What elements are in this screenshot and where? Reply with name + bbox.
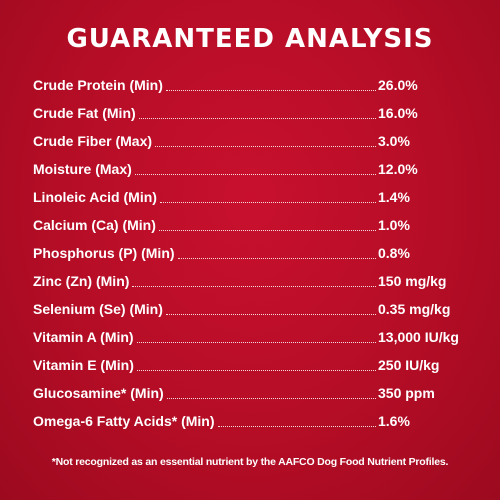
- nutrient-label: Vitamin E (Min): [33, 357, 134, 373]
- nutrient-row: Moisture (Max) 12.0%: [33, 150, 473, 178]
- nutrient-label: Phosphorus (P) (Min): [33, 245, 175, 261]
- dot-leader: [165, 314, 376, 315]
- nutrient-row: Phosphorus (P) (Min) 0.8%: [33, 234, 473, 262]
- nutrient-row: Calcium (Ca) (Min) 1.0%: [33, 206, 473, 234]
- nutrient-value: 26.0%: [378, 77, 418, 93]
- nutrient-label: Zinc (Zn) (Min): [33, 273, 130, 289]
- nutrient-label: Linoleic Acid (Min): [33, 189, 157, 205]
- dot-leader: [132, 286, 376, 287]
- dot-leader: [155, 146, 376, 147]
- nutrient-value: 250 IU/kg: [378, 357, 440, 373]
- nutrient-label: Crude Protein (Min): [33, 77, 163, 93]
- dot-leader: [138, 118, 376, 119]
- nutrient-value: 150 mg/kg: [378, 273, 447, 289]
- panel-title: GUARANTEED ANALYSIS: [66, 24, 434, 54]
- nutrient-value: 1.6%: [378, 413, 410, 429]
- nutrient-row: Crude Protein (Min) 26.0%: [33, 66, 473, 94]
- nutrient-list: Crude Protein (Min) 26.0% Crude Fat (Min…: [33, 66, 473, 430]
- nutrient-row: Vitamin A (Min) 13,000 IU/kg: [33, 318, 473, 346]
- nutrient-value: 350 ppm: [378, 385, 435, 401]
- dot-leader: [136, 342, 376, 343]
- dot-leader: [217, 426, 376, 427]
- nutrient-row: Selenium (Se) (Min) 0.35 mg/kg: [33, 290, 473, 318]
- nutrient-value: 13,000 IU/kg: [378, 329, 459, 345]
- nutrient-label: Omega-6 Fatty Acids* (Min): [33, 413, 215, 429]
- nutrient-label: Vitamin A (Min): [33, 329, 134, 345]
- nutrient-row: Crude Fat (Min) 16.0%: [33, 94, 473, 122]
- nutrient-label: Glucosamine* (Min): [33, 385, 164, 401]
- nutrient-row: Vitamin E (Min) 250 IU/kg: [33, 346, 473, 374]
- nutrient-value: 0.8%: [378, 245, 410, 261]
- nutrient-label: Selenium (Se) (Min): [33, 301, 163, 317]
- nutrient-value: 0.35 mg/kg: [378, 301, 451, 317]
- nutrient-row: Linoleic Acid (Min) 1.4%: [33, 178, 473, 206]
- nutrient-row: Crude Fiber (Max) 3.0%: [33, 122, 473, 150]
- dot-leader: [166, 398, 376, 399]
- nutrient-row: Glucosamine* (Min) 350 ppm: [33, 374, 473, 402]
- dot-leader: [134, 174, 376, 175]
- nutrient-value: 1.0%: [378, 217, 410, 233]
- nutrient-row: Zinc (Zn) (Min) 150 mg/kg: [33, 262, 473, 290]
- footnote: *Not recognized as an essential nutrient…: [51, 456, 449, 468]
- nutrient-label: Crude Fat (Min): [33, 105, 136, 121]
- nutrient-value: 3.0%: [378, 133, 410, 149]
- nutrient-row: Omega-6 Fatty Acids* (Min) 1.6%: [33, 402, 473, 430]
- dot-leader: [136, 370, 376, 371]
- dot-leader: [177, 258, 376, 259]
- dot-leader: [165, 90, 376, 91]
- nutrient-value: 16.0%: [378, 105, 418, 121]
- nutrient-label: Moisture (Max): [33, 161, 132, 177]
- nutrient-value: 1.4%: [378, 189, 410, 205]
- nutrient-label: Crude Fiber (Max): [33, 133, 153, 149]
- nutrient-label: Calcium (Ca) (Min): [33, 217, 156, 233]
- dot-leader: [158, 230, 376, 231]
- nutrient-value: 12.0%: [378, 161, 418, 177]
- dot-leader: [159, 202, 376, 203]
